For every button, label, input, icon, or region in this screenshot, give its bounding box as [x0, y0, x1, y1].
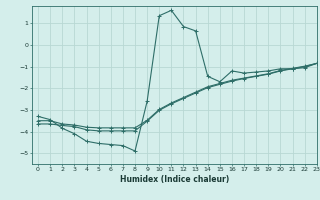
X-axis label: Humidex (Indice chaleur): Humidex (Indice chaleur): [120, 175, 229, 184]
